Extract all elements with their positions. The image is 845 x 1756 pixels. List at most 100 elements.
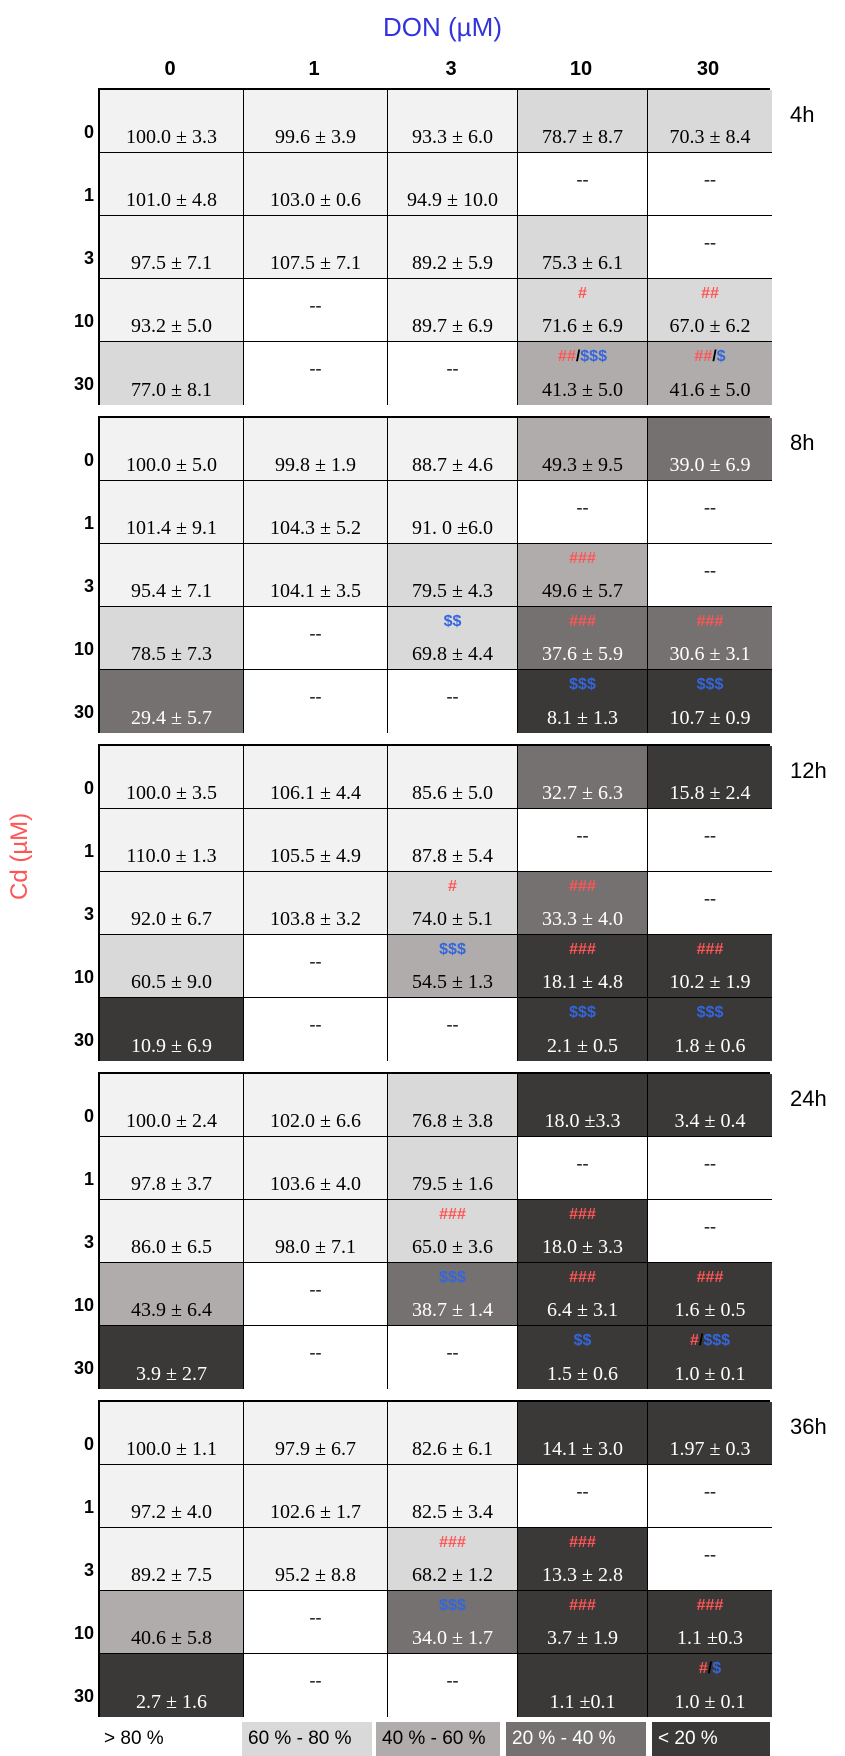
heatmap-cell: 86.0 ± 6.5	[100, 1200, 244, 1263]
heatmap-cell: 103.6 ± 4.0	[244, 1137, 388, 1200]
cell-value: 101.4 ± 9.1	[126, 517, 217, 539]
don-level-header: 30	[696, 58, 720, 80]
cell-value: 100.0 ± 5.0	[126, 454, 217, 476]
cd-axis-title-text: Cd (µM)	[6, 812, 33, 900]
cell-value: 1.1 ±0.1	[549, 1691, 616, 1713]
heatmap-cell: 77.0 ± 8.1	[100, 342, 244, 405]
heatmap-cell: 107.5 ± 7.1	[244, 216, 388, 279]
cell-value: 88.7 ± 4.6	[412, 454, 493, 476]
cd-significance-mark: ##	[558, 348, 576, 365]
legend-item: > 80 %	[98, 1722, 206, 1756]
cd-level-label: 3	[83, 248, 94, 268]
time-point-label: 24h	[790, 1086, 827, 1111]
heatmap-cell: 34.0 ± 1.7 $$$	[388, 1591, 518, 1654]
heatmap-cell: 8.1 ± 1.3 $$$	[518, 670, 648, 733]
heatmap-cell: 41.3 ± 5.0 ##/$$$	[518, 342, 648, 405]
cell-value: 65.0 ± 3.6	[412, 1236, 493, 1258]
heatmap-cell: 105.5 ± 4.9	[244, 809, 388, 872]
don-level-header: 10	[569, 58, 593, 80]
heatmap-cell: 85.6 ± 5.0	[388, 746, 518, 809]
heatmap-cell: 97.2 ± 4.0	[100, 1465, 244, 1528]
cell-value: 79.5 ± 4.3	[412, 580, 493, 602]
cell-value: 89.2 ± 5.9	[412, 252, 493, 274]
cell-value: 95.4 ± 7.1	[131, 580, 212, 602]
significance-mark: $$$	[518, 1004, 647, 1022]
cd-axis-title: Cd (µM)	[6, 813, 66, 1000]
significance-mark: #	[518, 285, 647, 303]
cell-value: 67.0 ± 6.2	[669, 315, 751, 337]
cell-value: 18.1 ± 4.8	[542, 971, 623, 993]
heatmap-cell: 60.5 ± 9.0	[100, 935, 244, 998]
heatmap-cell: 100.0 ± 1.1	[100, 1402, 244, 1465]
mark-separator: /	[698, 1332, 704, 1349]
heatmap-cell: 75.3 ± 6.1	[518, 216, 648, 279]
cell-value: 77.0 ± 8.1	[131, 379, 212, 401]
cell-value: 86.0 ± 6.5	[131, 1236, 212, 1258]
heatmap-cell: 95.2 ± 8.8	[244, 1528, 388, 1591]
time-point-label: 4h	[790, 102, 815, 127]
heatmap-cell: --	[648, 872, 772, 935]
heatmap-cell: 98.0 ± 7.1	[244, 1200, 388, 1263]
cell-value: 1.5 ± 0.6	[547, 1363, 618, 1385]
cell-value: 106.1 ± 4.4	[270, 782, 361, 804]
heatmap-cell: 110.0 ± 1.3	[100, 809, 244, 872]
cell-value: 99.6 ± 3.9	[275, 126, 356, 148]
don-significance-mark: $$$	[439, 941, 466, 958]
heatmap-cell: 100.0 ± 5.0	[100, 418, 244, 481]
cd-significance-mark: ###	[439, 1206, 466, 1223]
cell-value: 8.1 ± 1.3	[547, 707, 618, 729]
significance-mark: ###	[648, 1269, 772, 1287]
heatmap-cell: 32.7 ± 6.3	[518, 746, 648, 809]
cell-value: 105.5 ± 4.9	[270, 845, 361, 867]
missing-value: --	[576, 1481, 589, 1501]
time-point-label: 12h	[790, 758, 827, 783]
cd-significance-mark: #	[689, 1332, 699, 1349]
cell-value: 93.2 ± 5.0	[131, 315, 212, 337]
mark-separator: /	[712, 348, 717, 365]
cd-level-label: 10	[73, 1623, 94, 1643]
cell-value: 40.6 ± 5.8	[131, 1627, 212, 1649]
cell-value: 34.0 ± 1.7	[412, 1627, 493, 1649]
cell-value: 43.9 ± 6.4	[131, 1299, 212, 1321]
missing-value: --	[446, 1670, 459, 1690]
heatmap-cell: --	[518, 1465, 648, 1528]
heatmap-cell: --	[648, 1137, 772, 1200]
don-significance-mark: $$$	[696, 1004, 724, 1021]
don-significance-mark: $$	[443, 613, 462, 630]
cell-value: 92.0 ± 6.7	[131, 908, 212, 930]
cd-significance-mark: ###	[696, 613, 724, 630]
cd-significance-mark: #	[578, 285, 587, 302]
significance-mark: #/$	[648, 1660, 772, 1678]
cell-value: 89.7 ± 6.9	[412, 315, 493, 337]
heatmap-cell: --	[244, 670, 388, 733]
heatmap-cell: 30.6 ± 3.1 ###	[648, 607, 772, 670]
significance-mark: ##/$	[648, 348, 772, 366]
heatmap-cell: 1.1 ±0.1	[518, 1654, 648, 1717]
cell-value: 78.5 ± 7.3	[131, 643, 212, 665]
heatmap-cell: --	[244, 935, 388, 998]
significance-mark: ###	[648, 613, 772, 631]
cell-value: 85.6 ± 5.0	[412, 782, 493, 804]
significance-mark: ###	[518, 613, 647, 631]
cell-value: 97.5 ± 7.1	[131, 252, 212, 274]
cell-value: 82.6 ± 6.1	[412, 1438, 493, 1460]
cell-value: 3.4 ± 0.4	[674, 1110, 746, 1132]
cell-value: 97.2 ± 4.0	[131, 1501, 212, 1523]
cell-value: 41.6 ± 5.0	[669, 379, 751, 401]
heatmap-cell: 100.0 ± 2.4	[100, 1074, 244, 1137]
heatmap-cell: 89.2 ± 5.9	[388, 216, 518, 279]
cd-significance-mark: ###	[696, 941, 724, 958]
don-significance-mark: $$$	[703, 1332, 731, 1349]
cell-value: 79.5 ± 1.6	[412, 1173, 493, 1195]
cell-value: 49.6 ± 5.7	[542, 580, 623, 602]
heatmap-cell: 49.3 ± 9.5	[518, 418, 648, 481]
cd-significance-mark: ###	[569, 1206, 596, 1223]
cell-value: 10.7 ± 0.9	[669, 707, 751, 729]
significance-mark: $$$	[388, 1597, 517, 1615]
heatmap-cell: 15.8 ± 2.4	[648, 746, 772, 809]
cd-level-label: 1	[83, 841, 94, 861]
heatmap-cell: 79.5 ± 4.3	[388, 544, 518, 607]
missing-value: --	[309, 951, 322, 971]
heatmap-cell: 67.0 ± 6.2 ##	[648, 279, 772, 342]
cd-significance-mark: #	[698, 1660, 708, 1677]
